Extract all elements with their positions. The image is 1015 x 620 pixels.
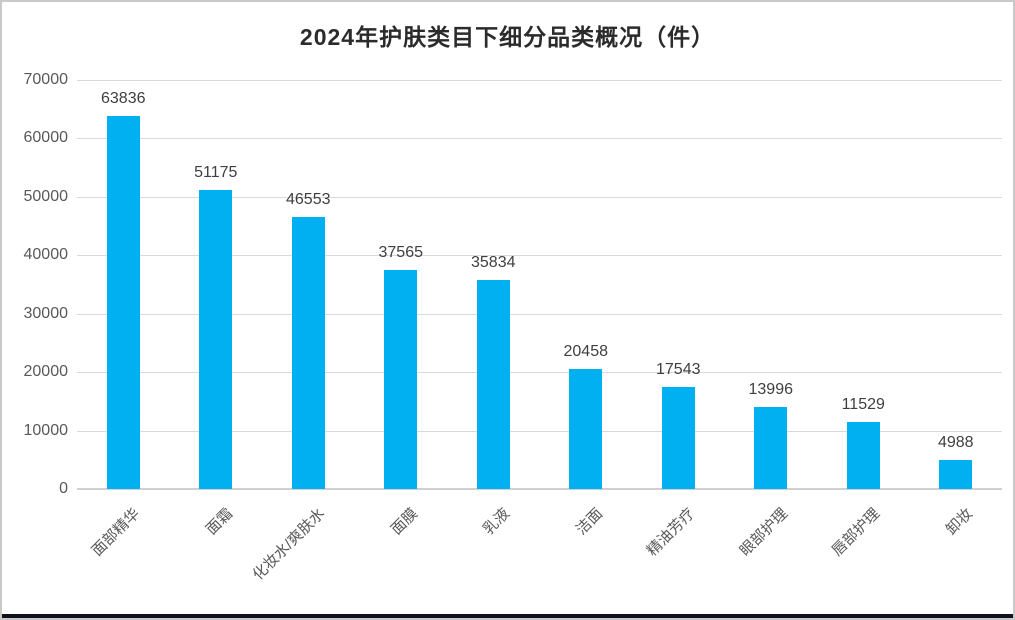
gridline	[77, 430, 1002, 432]
x-axis-line	[77, 488, 1002, 490]
x-axis: 面部精华 面霜 化妆水/爽肤水 面膜 乳液 洁面 精油芳疗 眼部护理 唇部护理 卸妆	[77, 489, 1002, 614]
bar-value-label: 35834	[471, 253, 516, 271]
bar	[199, 190, 233, 489]
bar-value-label: 63836	[101, 90, 146, 108]
x-axis-category-label: 卸妆	[942, 505, 976, 539]
bar-value-label: 37565	[378, 243, 424, 261]
gridline	[77, 372, 1002, 374]
gridline	[77, 313, 1002, 315]
bar-value-label: 46553	[286, 191, 331, 208]
y-axis-tick-label: 70000	[23, 71, 69, 88]
bar	[291, 217, 325, 489]
bottom-strip	[2, 614, 1013, 618]
y-axis-tick-label: 40000	[23, 246, 69, 264]
bar	[569, 369, 603, 489]
bar	[661, 386, 695, 489]
plot-area: 0 10000 20000 30000 40000 50000 60000 70000 6383…	[24, 71, 1002, 497]
bar-value-label: 13996	[748, 381, 794, 399]
bar-value-label: 11529	[841, 395, 885, 413]
y-axis-tick-label: 50000	[23, 187, 69, 205]
bar-value-label: 17543	[656, 360, 701, 378]
bar	[846, 421, 880, 489]
bar-value-label: 4988	[937, 433, 974, 451]
chart-title: 2024年护肤类目下细分品类概况（件）	[299, 24, 716, 50]
bar	[939, 459, 973, 489]
bar-value-label: 51175	[194, 164, 238, 181]
gridline	[77, 196, 1002, 198]
bar	[106, 116, 140, 489]
y-axis-tick-label: 10000	[23, 421, 69, 439]
gridline	[77, 80, 1002, 81]
bar	[754, 407, 788, 489]
bar	[476, 279, 510, 489]
y-axis-tick-label: 0	[59, 480, 68, 497]
bar	[384, 269, 418, 489]
gridline	[77, 255, 1002, 257]
y-axis-tick-label: 30000	[23, 304, 69, 322]
gridline	[77, 138, 1002, 140]
bar-value-label: 20458	[563, 343, 609, 361]
y-axis-tick-label: 60000	[23, 129, 69, 147]
y-axis-tick-label: 20000	[23, 363, 69, 381]
